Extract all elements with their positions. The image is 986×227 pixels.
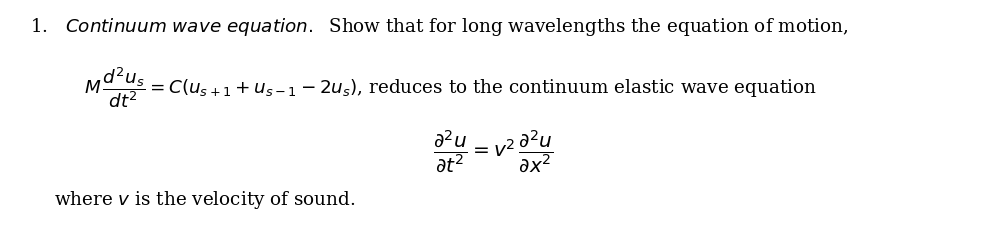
Text: $\dfrac{\partial^2 u}{\partial t^2} = v^2\,\dfrac{\partial^2 u}{\partial x^2}$: $\dfrac{\partial^2 u}{\partial t^2} = v^… (433, 129, 553, 175)
Text: where $v$ is the velocity of sound.: where $v$ is the velocity of sound. (54, 189, 355, 211)
Text: 1.   $\bf{\it{Continuum\ wave\ equation.}}$  Show that for long wavelengths the : 1. $\bf{\it{Continuum\ wave\ equation.}}… (30, 16, 847, 38)
Text: $M\,\dfrac{d^2u_s}{dt^2} = C(u_{s+1} + u_{s-1} - 2u_s)$, reduces to the continuu: $M\,\dfrac{d^2u_s}{dt^2} = C(u_{s+1} + u… (84, 65, 816, 110)
